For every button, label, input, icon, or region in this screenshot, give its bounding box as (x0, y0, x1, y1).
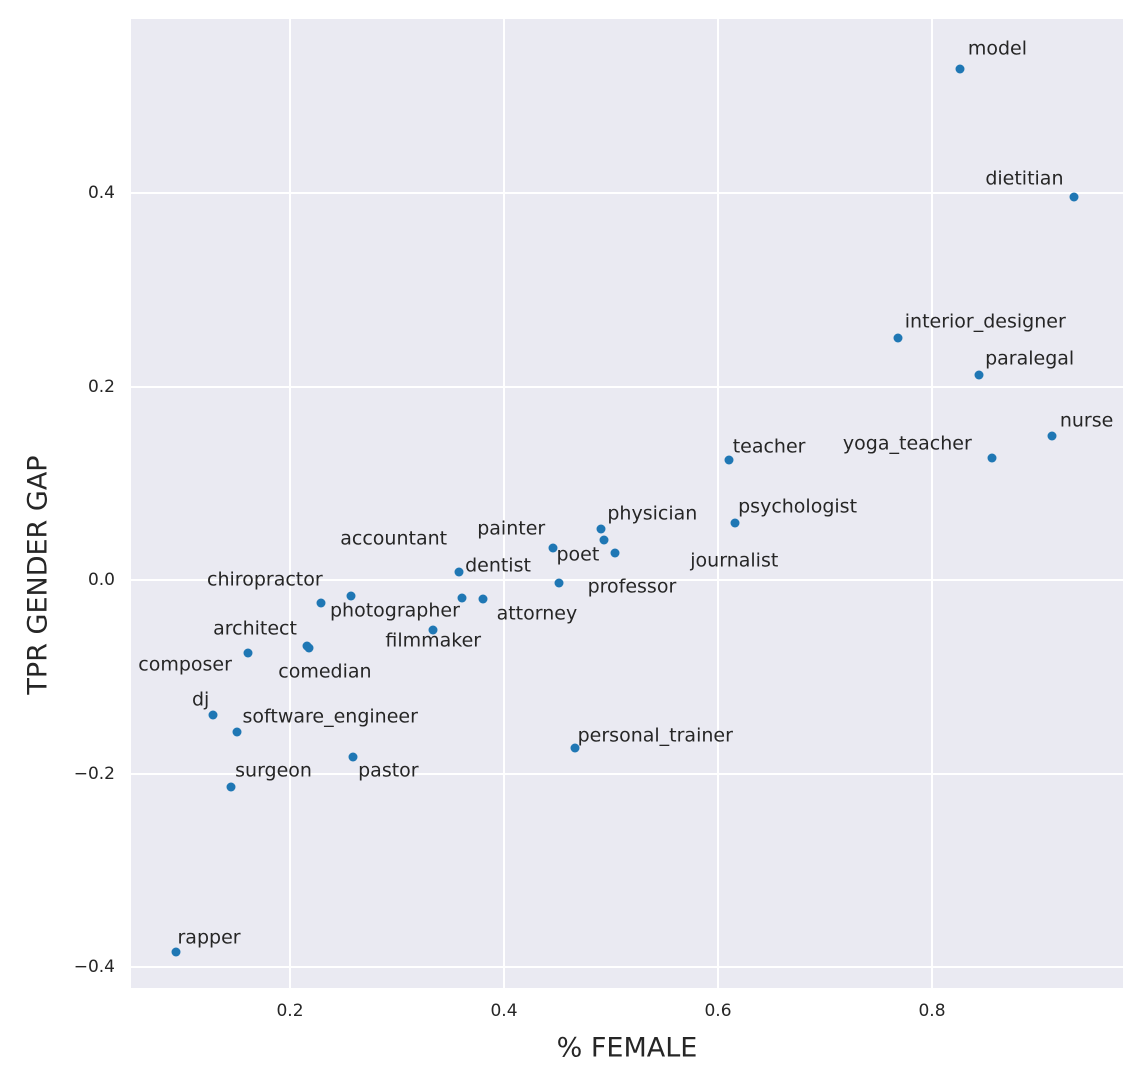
point-label-interior_designer: interior_designer (904, 310, 1066, 333)
point-label-yoga_teacher: yoga_teacher (842, 432, 972, 455)
point-label-personal_trainer: personal_trainer (577, 724, 733, 747)
data-point-surgeon (226, 782, 236, 792)
data-point-model (955, 64, 965, 74)
point-label-paralegal: paralegal (985, 347, 1075, 370)
data-point-dentist (454, 567, 464, 577)
data-point-chiropractor (316, 598, 326, 608)
point-label-chiropractor: chiropractor (207, 568, 323, 591)
data-point-professor (554, 578, 564, 588)
point-label-professor: professor (587, 575, 677, 598)
point-label-dentist: dentist (465, 554, 531, 577)
data-point-software_engineer (232, 727, 241, 737)
point-label-architect: architect (213, 617, 297, 640)
point-label-pastor: pastor (358, 759, 419, 782)
point-label-photographer: photographer (329, 599, 460, 622)
data-point-rapper (171, 947, 180, 957)
data-point-composer (243, 648, 253, 658)
data-point-nurse (1047, 431, 1057, 441)
data-point-comedian (304, 643, 314, 653)
x-tick-label: 0.4 (490, 1001, 518, 1021)
data-point-accountant (457, 593, 467, 603)
x-tick-label: 0.8 (918, 1001, 946, 1021)
point-label-teacher: teacher (732, 435, 806, 458)
y-tick-label: 0.2 (87, 376, 115, 397)
y-tick-label: −0.2 (73, 763, 115, 784)
y-tick-label: 0.0 (87, 570, 115, 591)
data-point-dj (208, 710, 218, 719)
x-gridline (717, 19, 719, 988)
point-label-accountant: accountant (340, 527, 448, 550)
data-point-pastor (348, 752, 358, 762)
data-point-psychologist (730, 518, 740, 528)
point-label-physician: physician (607, 502, 698, 525)
y-gridline (131, 966, 1123, 968)
point-label-dietitian: dietitian (985, 167, 1064, 190)
y-gridline (131, 772, 1123, 775)
x-gridline (503, 19, 505, 988)
point-label-rapper: rapper (177, 926, 241, 949)
data-point-paralegal (974, 370, 984, 380)
point-label-surgeon: surgeon (235, 759, 312, 782)
plot-area: model dietitian interior_designer paralegal… (131, 19, 1123, 988)
data-point-yoga_teacher (987, 453, 997, 463)
data-point-photographer (346, 591, 356, 601)
point-label-attorney: attorney (496, 602, 578, 625)
point-label-painter: painter (477, 517, 546, 540)
data-point-physician (596, 524, 606, 534)
data-point-dietitian (1069, 192, 1079, 202)
point-label-poet: poet (556, 543, 600, 566)
point-label-model: model (967, 37, 1027, 60)
y-gridline (131, 579, 1123, 582)
data-point-filmmaker (428, 625, 438, 635)
point-label-nurse: nurse (1059, 409, 1114, 432)
point-label-composer: composer (138, 653, 232, 676)
data-point-interior_designer (893, 333, 903, 343)
data-point-personal_trainer (570, 743, 580, 753)
data-point-painter (548, 543, 558, 553)
y-axis-title: TPR GENDER GAP (22, 455, 54, 695)
data-point-journalist (610, 548, 620, 558)
x-axis-title: % FEMALE (556, 1032, 698, 1064)
y-gridline (131, 385, 1123, 388)
x-gridline (931, 19, 933, 988)
point-label-psychologist: psychologist (738, 495, 858, 518)
data-point-poet (599, 535, 608, 545)
point-label-journalist: journalist (690, 549, 779, 572)
y-tick-label: −0.4 (73, 957, 115, 977)
data-point-teacher (724, 455, 734, 465)
x-tick-label: 0.2 (276, 1001, 304, 1021)
y-tick-label: 0.4 (87, 183, 115, 204)
point-label-software_engineer: software_engineer (242, 705, 418, 728)
y-gridline (131, 192, 1123, 195)
x-tick-label: 0.6 (704, 1001, 732, 1021)
data-point-attorney (478, 594, 488, 604)
x-gridline (289, 19, 291, 988)
point-label-comedian: comedian (278, 660, 372, 683)
point-label-dj: dj (191, 688, 210, 710)
point-label-filmmaker: filmmaker (385, 629, 482, 652)
